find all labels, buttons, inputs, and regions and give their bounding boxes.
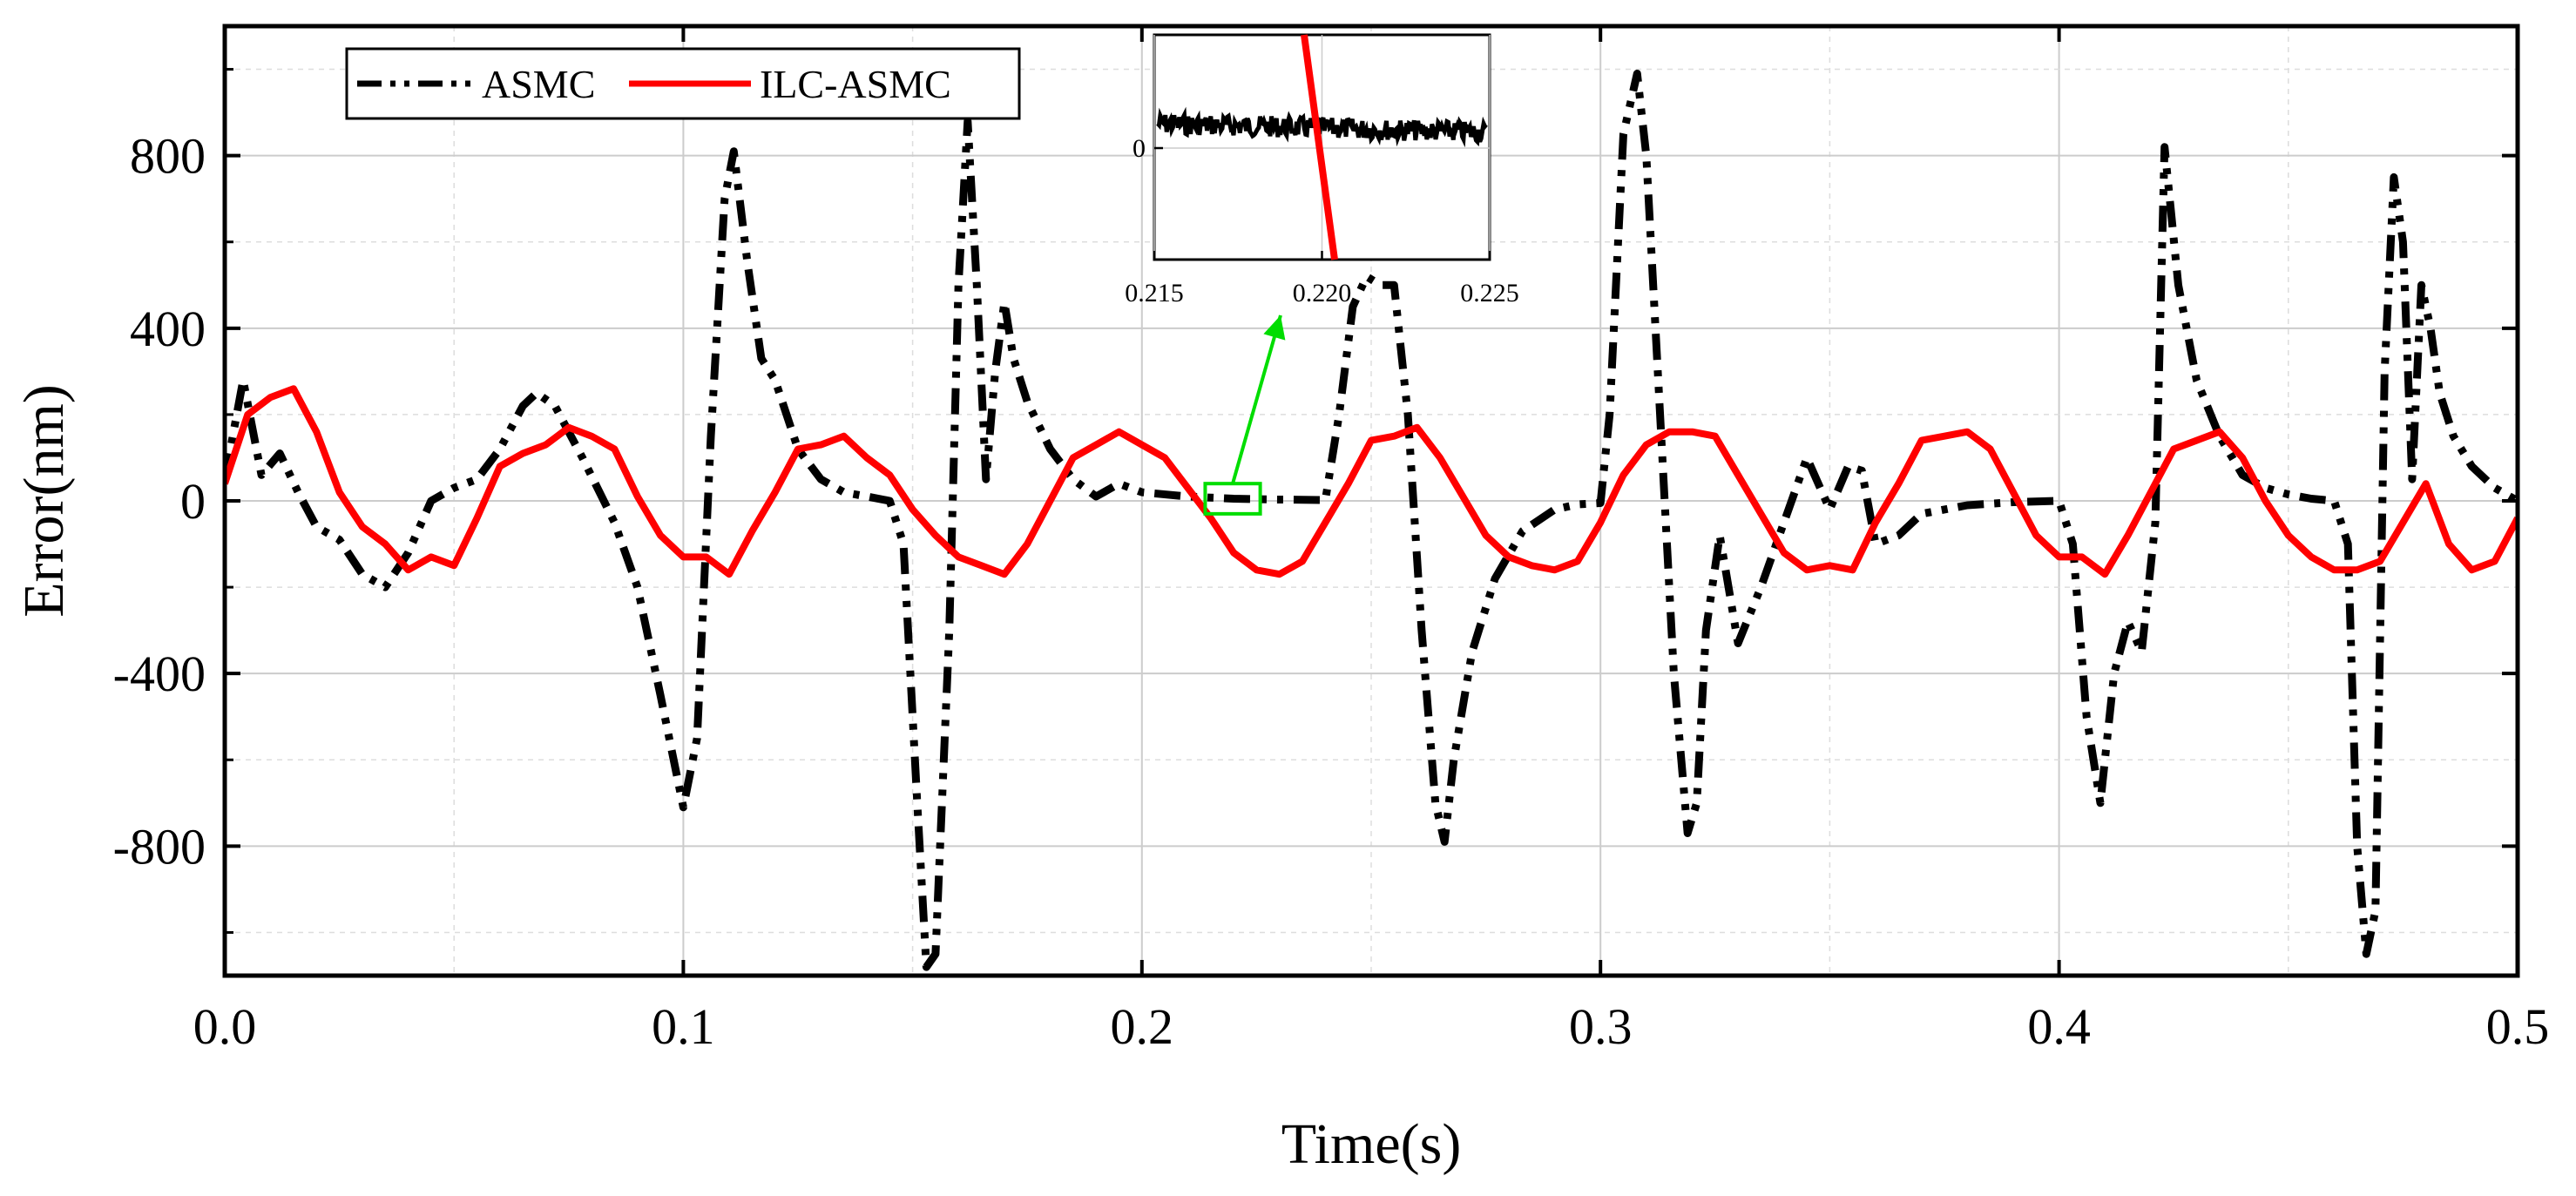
inset-y-tick-label: 0 [1132, 134, 1146, 163]
inset-x-tick-label: 0.215 [1125, 279, 1184, 307]
x-axis-title: Time(s) [1281, 1112, 1462, 1176]
tick-layer: 0.0 0.1 0.2 0.3 0.4 0.5 -800 -400 0 400 800 [113, 26, 2550, 1055]
inset-x-tick-label: 0.220 [1293, 279, 1352, 307]
x-tick-label: 0.0 [193, 998, 257, 1055]
inset-asmc-trace [1156, 106, 1488, 148]
inset-x-tick-label: 0.225 [1460, 279, 1519, 307]
y-tick-label: -800 [113, 818, 206, 875]
series-line-asmc [225, 70, 2518, 971]
x-tick-label: 0.1 [652, 998, 715, 1055]
inset-ilc-asmc-trace [1301, 34, 1338, 260]
legend: ASMC ILC-ASMC [345, 47, 1021, 120]
zoom-layer [1203, 314, 1286, 516]
series-layer [225, 70, 2518, 971]
y-tick-label: 800 [130, 128, 206, 185]
y-tick-label: 400 [130, 301, 206, 357]
inset-layer: 0.215 0.220 0.225 0 [1125, 33, 1519, 307]
y-tick-label: 0 [180, 473, 206, 530]
y-tick-label: -400 [113, 645, 206, 702]
series-line-ilc-asmc [225, 385, 2518, 578]
x-tick-label: 0.4 [2027, 998, 2091, 1055]
legend-label-asmc: ASMC [482, 62, 595, 106]
zoom-arrow-head [1263, 315, 1286, 341]
y-axis-title: Error(nm) [12, 384, 76, 618]
legend-box [345, 47, 1021, 120]
legend-label-ilc-asmc: ILC-ASMC [760, 62, 951, 106]
x-tick-label: 0.2 [1111, 998, 1174, 1055]
x-tick-label: 0.3 [1569, 998, 1633, 1055]
grid-layer [224, 26, 2519, 976]
zoom-arrow [1231, 314, 1282, 484]
x-tick-label: 0.5 [2486, 998, 2550, 1055]
